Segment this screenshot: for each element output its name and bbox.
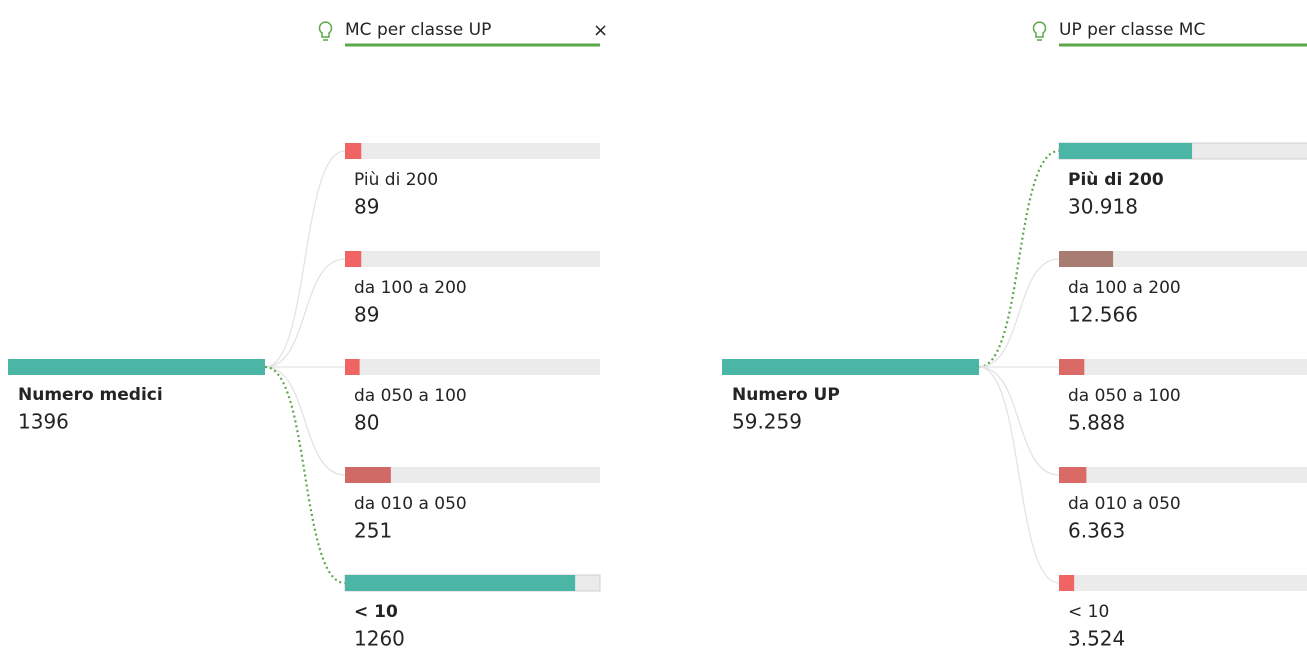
bar-track [345, 359, 600, 375]
tree-node[interactable]: da 010 a 050 251 [345, 467, 467, 543]
child-label: da 050 a 100 [354, 386, 467, 406]
child-value: 89 [354, 303, 379, 327]
tree-node[interactable]: da 010 a 050 6.363 [1059, 467, 1181, 543]
bar-track [1059, 575, 1307, 591]
child-label: da 100 a 200 [1068, 278, 1181, 298]
tree-node[interactable]: < 10 3.524 [1059, 575, 1125, 650]
tree-node[interactable]: da 050 a 100 80 [345, 359, 467, 435]
connector-selected [264, 365, 346, 585]
tree-node[interactable]: Più di 200 30.918 [1059, 143, 1193, 219]
root-label: Numero UP [732, 385, 840, 405]
connector [978, 366, 1060, 584]
child-bar [1059, 467, 1087, 483]
child-bar [345, 143, 362, 159]
header-title: MC per classe UP [345, 20, 491, 40]
tree-node[interactable]: da 100 a 200 89 [345, 251, 467, 327]
bar-track [345, 251, 600, 267]
connector [264, 150, 346, 368]
child-value: 12.566 [1068, 303, 1138, 327]
close-button[interactable]: × [593, 20, 608, 41]
root-bar [8, 359, 265, 375]
insight-icon [318, 21, 333, 41]
child-label: da 010 a 050 [1068, 494, 1181, 514]
tree-node[interactable]: da 050 a 100 5.888 [1059, 359, 1181, 435]
child-value: 30.918 [1068, 195, 1138, 219]
tree: MC per classe UP × Numero medici 1396 Più di… [8, 20, 608, 650]
tree-node[interactable]: da 100 a 200 12.566 [1059, 251, 1181, 327]
child-bar [345, 251, 362, 267]
bar-track [1059, 251, 1307, 267]
bar-track [1059, 467, 1307, 483]
child-label: < 10 [354, 602, 398, 622]
header-title: UP per classe MC [1059, 20, 1205, 40]
connector [264, 258, 346, 368]
child-bar [345, 575, 576, 591]
insight-icon [1032, 21, 1047, 41]
tree-node[interactable]: Più di 200 89 [345, 143, 438, 219]
child-label: da 100 a 200 [354, 278, 467, 298]
connector [264, 366, 346, 476]
connector-selected [978, 149, 1060, 369]
child-value: 89 [354, 195, 379, 219]
child-bar [345, 467, 391, 483]
child-label: Più di 200 [1068, 170, 1164, 190]
child-value: 5.888 [1068, 411, 1125, 435]
child-bar [1059, 251, 1114, 267]
child-value: 3.524 [1068, 627, 1125, 650]
child-value: 80 [354, 411, 379, 435]
bar-track [345, 467, 600, 483]
child-value: 6.363 [1068, 519, 1125, 543]
child-bar [1059, 359, 1085, 375]
bar-track [345, 143, 600, 159]
child-bar [1059, 575, 1075, 591]
child-value: 1260 [354, 627, 405, 650]
root-value: 1396 [18, 410, 69, 434]
child-bar [345, 359, 360, 375]
root-bar [722, 359, 979, 375]
root-label: Numero medici [18, 385, 163, 405]
child-value: 251 [354, 519, 392, 543]
bar-track [1059, 359, 1307, 375]
connector [978, 366, 1060, 476]
connector [978, 258, 1060, 368]
root-value: 59.259 [732, 410, 802, 434]
child-bar [1059, 143, 1193, 159]
child-label: < 10 [1068, 602, 1109, 622]
child-label: da 010 a 050 [354, 494, 467, 514]
child-label: Più di 200 [354, 170, 438, 190]
tree-node[interactable]: < 10 1260 [345, 575, 576, 650]
child-label: da 050 a 100 [1068, 386, 1181, 406]
